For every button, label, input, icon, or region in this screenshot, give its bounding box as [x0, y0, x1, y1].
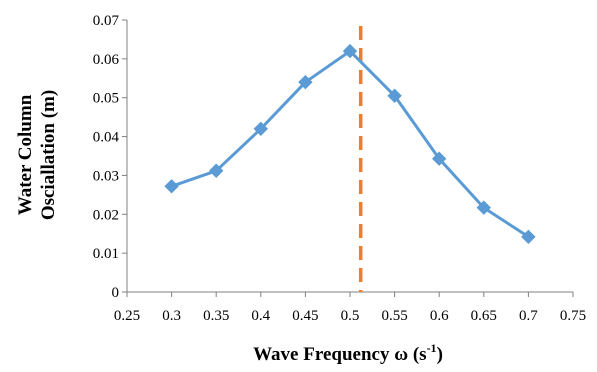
y-tick-label: 0.04	[93, 130, 120, 146]
tick-labels: 0 0.01 0.02 0.03 0.04 0.05 0.06 0.07 0.25 0.3 0.35…	[93, 13, 586, 324]
x-tick-label: 0.75	[560, 308, 586, 324]
data-point-marker	[431, 151, 447, 166]
x-tick-label: 0.6	[430, 308, 449, 324]
series-line	[171, 49, 530, 239]
x-axis-title: Wave Frequency ω (s-1)	[253, 341, 443, 365]
x-tick-label: 0.3	[162, 308, 181, 324]
data-point-marker	[342, 43, 358, 59]
y-tick-label: 0.03	[93, 168, 119, 184]
data-point-marker	[208, 163, 224, 178]
y-axis-title-line-2: Osciallation (m)	[38, 90, 59, 220]
x-tick-label: 0.5	[341, 308, 360, 324]
x-axis-title-superscript: -1	[427, 341, 437, 355]
y-tick-label: 0	[112, 285, 120, 301]
data-point-marker	[476, 200, 492, 215]
data-point-marker	[253, 121, 269, 137]
data-point-marker	[298, 74, 313, 90]
data-point-marker	[387, 88, 402, 103]
y-tick-label: 0.02	[93, 207, 119, 223]
x-tick-label: 0.65	[471, 308, 497, 324]
x-tick-label: 0.7	[519, 308, 538, 324]
data-point-marker	[164, 179, 179, 194]
x-tick-label: 0.55	[381, 308, 407, 324]
y-axis-title-line-1: Water Column	[15, 94, 36, 215]
series-group	[164, 43, 536, 245]
x-tick-label: 0.35	[203, 308, 229, 324]
x-tick-label: 0.25	[114, 308, 140, 324]
y-tick-label: 0.07	[93, 13, 120, 29]
axes	[122, 19, 574, 297]
x-tick-label: 0.4	[251, 308, 270, 324]
data-point-marker	[521, 229, 536, 245]
x-axis-title-suffix: )	[437, 344, 443, 365]
y-tick-label: 0.05	[93, 91, 119, 107]
y-tick-label: 0.01	[93, 246, 119, 262]
y-tick-label: 0.06	[93, 52, 120, 68]
x-axis-title-main: Wave Frequency ω (s	[253, 344, 426, 365]
x-tick-label: 0.45	[292, 308, 318, 324]
